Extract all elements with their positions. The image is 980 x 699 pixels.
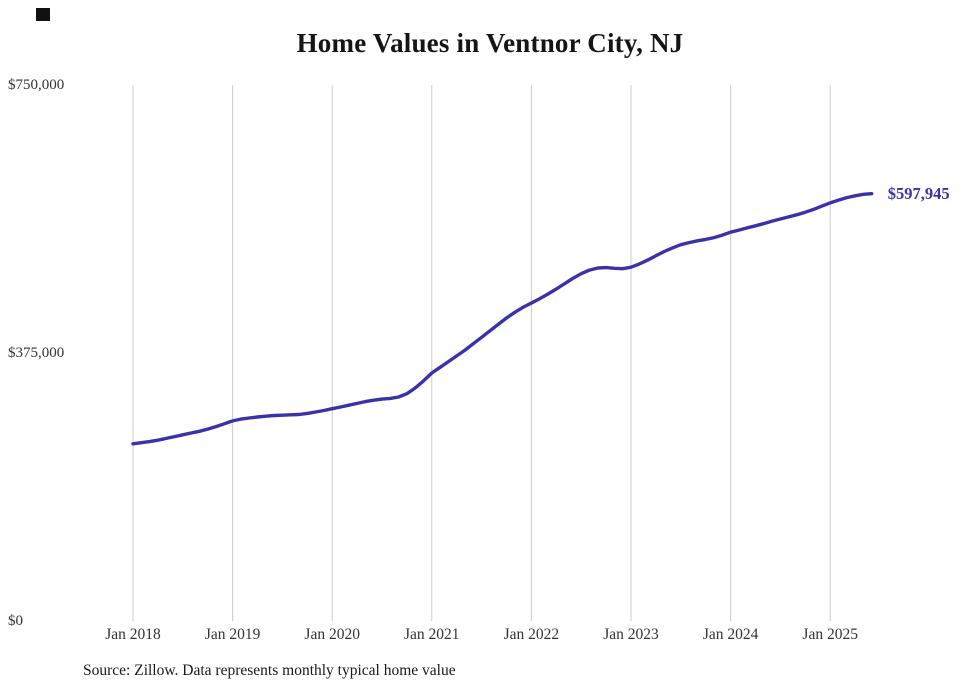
home-value-line [131, 191, 874, 446]
y-tick-1: $375,000 [8, 345, 65, 361]
logo-mark [36, 8, 50, 21]
x-tick-7: Jan 2025 [802, 626, 858, 643]
x-tick-5: Jan 2023 [603, 626, 659, 643]
source-note: Source: Zillow. Data represents monthly … [83, 662, 456, 679]
x-tick-0: Jan 2018 [105, 626, 161, 643]
x-tick-2: Jan 2020 [304, 626, 360, 643]
y-tick-0: $750,000 [8, 77, 65, 93]
x-tick-6: Jan 2024 [702, 626, 759, 643]
x-tick-1: Jan 2019 [204, 626, 261, 643]
y-tick-2: $0 [8, 613, 23, 629]
chart-title: Home Values in Ventnor City, NJ [296, 28, 684, 58]
x-tick-4: Jan 2022 [503, 626, 560, 643]
end-value-label: $597,945 [887, 183, 950, 203]
x-tick-3: Jan 2021 [404, 626, 460, 643]
